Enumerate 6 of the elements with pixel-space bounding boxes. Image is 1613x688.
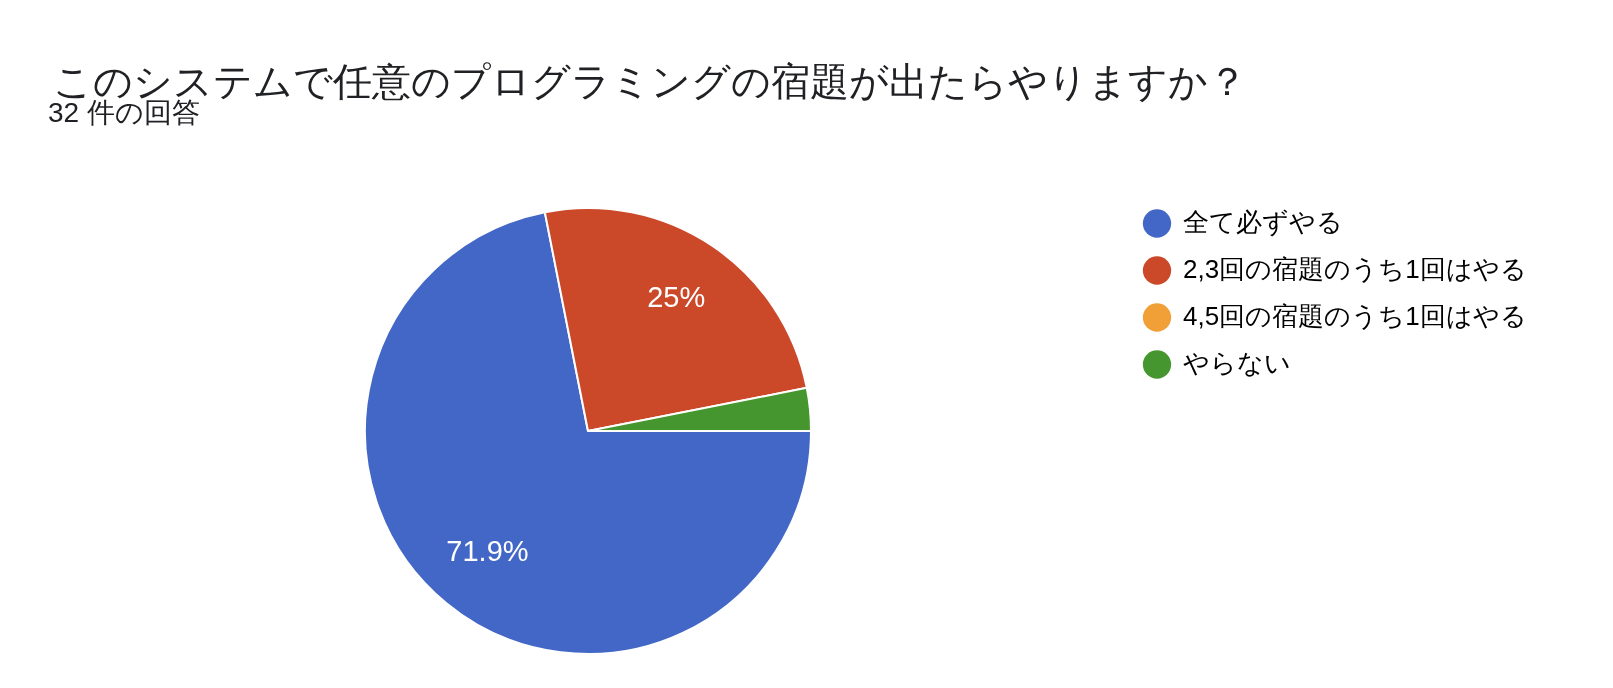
data-label: 25% (647, 281, 706, 314)
legend-label: 4,5回の宿題のうち1回はやる (1183, 300, 1527, 331)
legend-label: 2,3回の宿題のうち1回はやる (1183, 253, 1527, 284)
data-label: 71.9% (446, 535, 529, 568)
legend-label: 全て必ずやる (1183, 206, 1343, 237)
legend-label: やらない (1183, 347, 1291, 378)
